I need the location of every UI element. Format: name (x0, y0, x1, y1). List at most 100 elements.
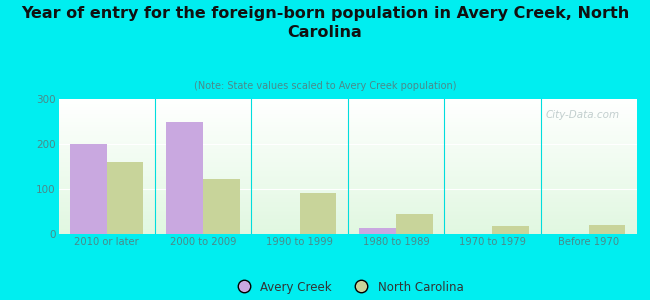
Bar (58, 107, 637, 108)
Bar (58, 106, 637, 107)
Bar (58, 115, 637, 116)
Text: Year of entry for the foreign-born population in Avery Creek, North
Carolina: Year of entry for the foreign-born popul… (21, 6, 629, 40)
Bar (58, 157, 637, 158)
Bar (58, 141, 637, 142)
Bar (58, 103, 637, 104)
Bar (58, 177, 637, 178)
Bar (58, 123, 637, 124)
Bar (58, 125, 637, 126)
Bar (58, 191, 637, 192)
Bar (58, 130, 637, 131)
Bar (58, 202, 637, 203)
Bar (203, 179, 240, 234)
Bar (58, 175, 637, 176)
Bar (58, 102, 637, 103)
Bar (58, 164, 637, 165)
Bar (58, 150, 637, 152)
Bar (58, 218, 637, 219)
Bar (396, 214, 433, 234)
Bar (58, 146, 637, 148)
Bar (58, 206, 637, 207)
Bar (107, 162, 144, 234)
Bar (58, 114, 637, 115)
Bar (58, 165, 637, 166)
Bar (58, 131, 637, 133)
Bar (58, 172, 637, 173)
Bar (58, 176, 637, 177)
Bar (58, 137, 637, 138)
Bar (58, 126, 637, 127)
Bar (58, 170, 637, 172)
Bar (58, 211, 637, 212)
Bar (58, 169, 637, 170)
Text: City-Data.com: City-Data.com (545, 110, 619, 120)
Bar (58, 133, 637, 134)
Bar (58, 173, 637, 175)
Bar (58, 180, 637, 181)
Bar (58, 145, 637, 146)
Bar (58, 187, 637, 188)
Bar (58, 109, 637, 110)
Bar (70, 144, 107, 234)
Bar (58, 229, 637, 230)
Bar (58, 178, 637, 180)
Bar (58, 136, 637, 137)
Bar (58, 226, 637, 227)
Bar (58, 200, 637, 202)
Bar (58, 207, 637, 208)
Bar (58, 148, 637, 149)
Bar (58, 122, 637, 123)
Bar (58, 112, 637, 114)
Bar (58, 142, 637, 144)
Bar (58, 100, 637, 102)
Bar (58, 199, 637, 200)
Bar (58, 104, 637, 106)
Bar (58, 158, 637, 160)
Legend: Avery Creek, North Carolina: Avery Creek, North Carolina (227, 276, 469, 298)
Bar (58, 190, 637, 191)
Bar (58, 214, 637, 215)
Bar (58, 208, 637, 210)
Bar (58, 185, 637, 187)
Bar (58, 116, 637, 118)
Bar (58, 156, 637, 157)
Bar (166, 122, 203, 234)
Bar (58, 160, 637, 161)
Bar (58, 99, 637, 100)
Bar (58, 223, 637, 224)
Bar (58, 119, 637, 121)
Bar (58, 127, 637, 129)
Bar (58, 183, 637, 184)
Bar (58, 138, 637, 140)
Bar (58, 143, 637, 145)
Bar (58, 195, 637, 196)
Bar (58, 198, 637, 199)
Bar (58, 140, 637, 141)
Bar (58, 230, 637, 231)
Bar (58, 129, 637, 130)
Bar (58, 210, 637, 211)
Bar (58, 194, 637, 195)
Text: (Note: State values scaled to Avery Creek population): (Note: State values scaled to Avery Cree… (194, 81, 456, 91)
Bar (300, 193, 336, 234)
Bar (58, 222, 637, 223)
Bar (58, 121, 637, 122)
Bar (58, 224, 637, 226)
Bar (58, 163, 637, 164)
Bar (58, 110, 637, 111)
Bar (58, 161, 637, 162)
Bar (58, 154, 637, 156)
Bar (58, 203, 637, 204)
Bar (58, 219, 637, 220)
Bar (58, 227, 637, 229)
Bar (58, 233, 637, 234)
Bar (493, 226, 529, 234)
Bar (58, 134, 637, 135)
Bar (58, 153, 637, 154)
Bar (58, 111, 637, 112)
Bar (58, 168, 637, 169)
Bar (58, 204, 637, 206)
Bar (58, 149, 637, 150)
Bar (589, 225, 625, 234)
Bar (58, 215, 637, 217)
